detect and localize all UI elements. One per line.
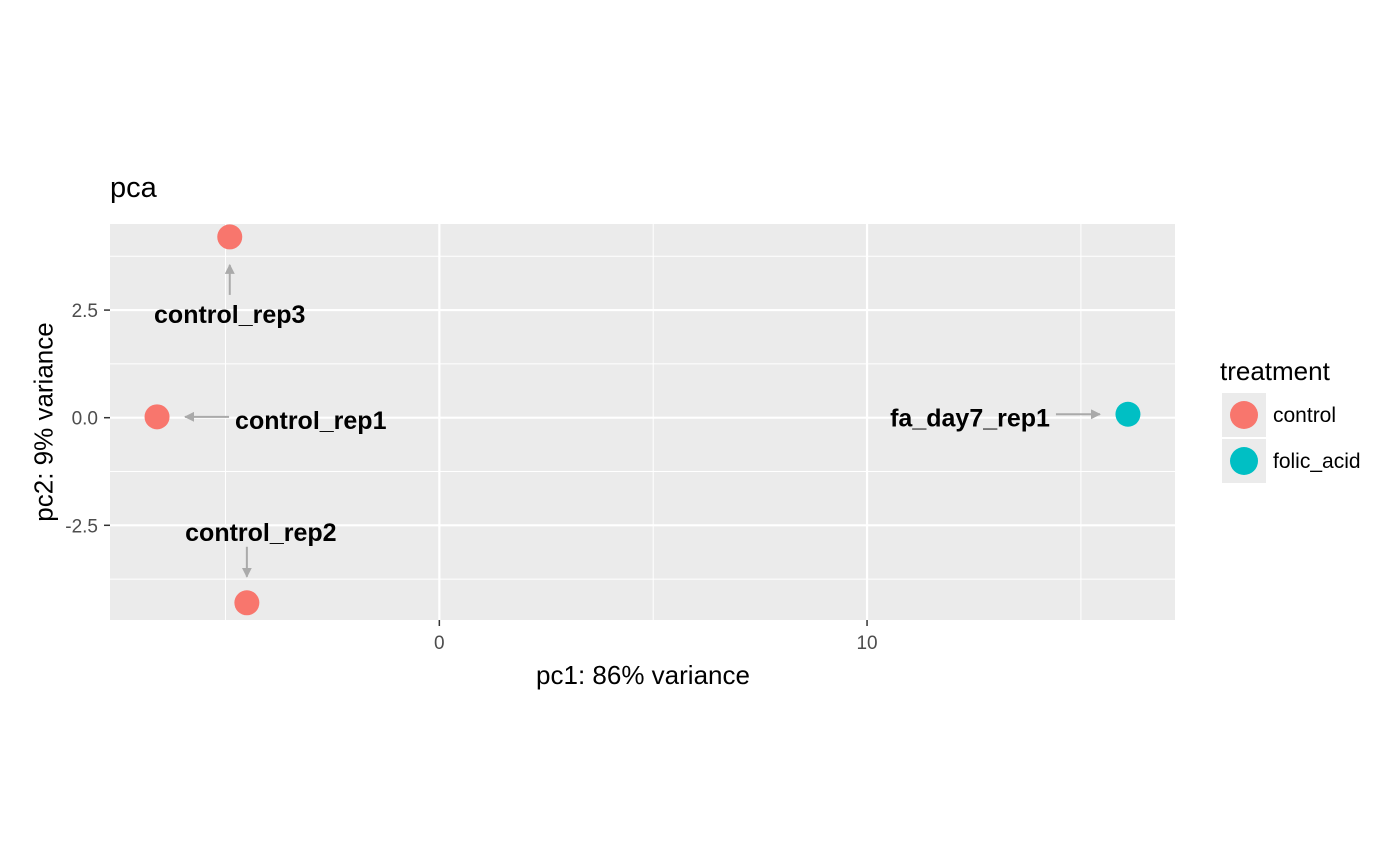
point-fa-day7-rep1: [1115, 401, 1141, 427]
y-tick-label: -2.5: [65, 516, 98, 537]
point-control-rep3: [217, 224, 243, 250]
x-tick-label: 0: [434, 633, 445, 654]
plot-panel: [110, 224, 1175, 620]
legend-label-control: control: [1273, 404, 1337, 427]
x-tick-label: 10: [856, 633, 877, 654]
point-label-control-rep1: control_rep1: [235, 407, 387, 435]
legend-key-folic-acid: [1222, 439, 1266, 483]
legend-label-folic-acid: folic_acid: [1273, 450, 1361, 473]
legend-key-control: [1222, 393, 1266, 437]
point-label-control-rep2: control_rep2: [185, 519, 336, 547]
y-axis-label: pc2: 9% variance: [28, 322, 59, 522]
point-control-rep1: [144, 404, 170, 430]
legend-swatch-control: [1230, 401, 1258, 429]
point-label-fa-day7-rep1: fa_day7_rep1: [890, 404, 1050, 432]
y-tick-label: 2.5: [72, 301, 98, 322]
legend-swatch-folic-acid: [1230, 447, 1258, 475]
y-tick-label: 0.0: [72, 409, 98, 430]
point-control-rep2: [234, 590, 260, 616]
chart-title: pca: [110, 172, 157, 204]
legend-title: treatment: [1220, 356, 1330, 386]
point-label-control-rep3: control_rep3: [154, 301, 305, 329]
x-axis-label: pc1: 86% variance: [536, 660, 750, 690]
